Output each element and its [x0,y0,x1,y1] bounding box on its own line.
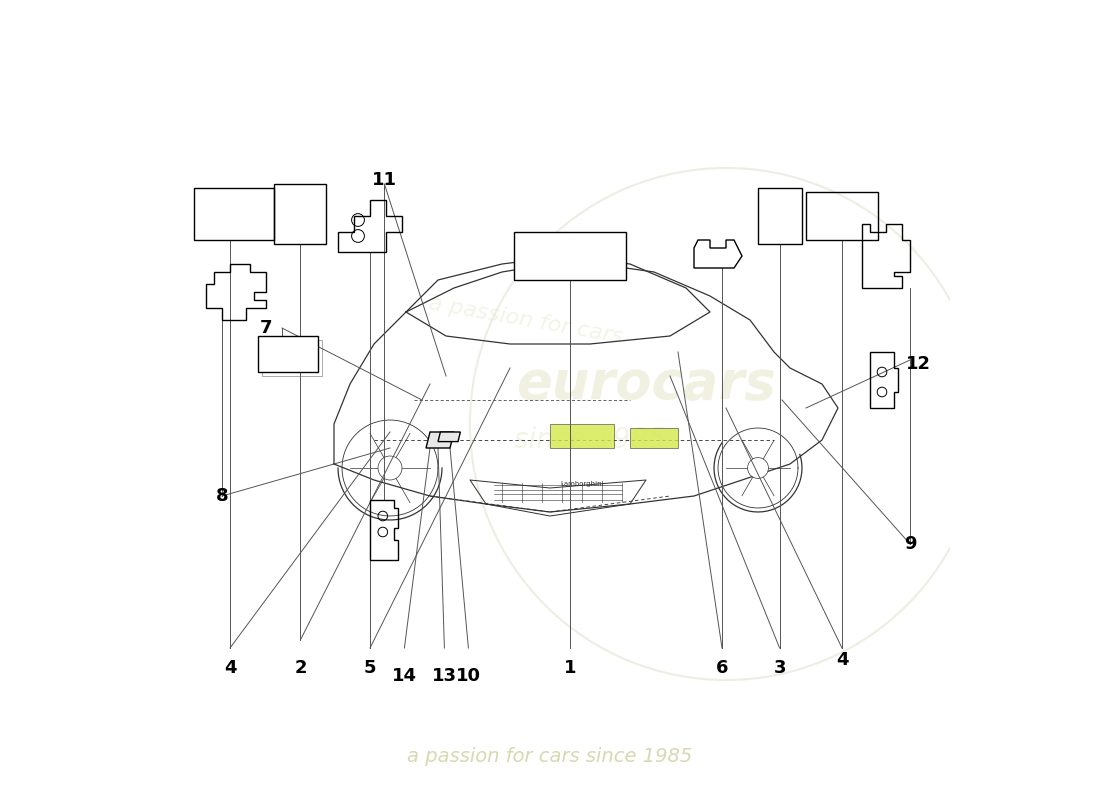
Bar [194,188,274,240]
Text: a passion for cars since 1985: a passion for cars since 1985 [407,746,693,766]
Text: 9: 9 [904,535,916,553]
Bar [758,188,802,244]
Polygon shape [426,432,454,448]
Text: 14: 14 [392,667,417,685]
Text: 4: 4 [223,659,236,677]
Text: 4: 4 [836,651,848,669]
Text: 8: 8 [216,487,229,505]
Text: 12: 12 [905,355,931,373]
Bar [514,232,626,280]
Text: eurocars: eurocars [516,358,776,410]
Text: 5: 5 [364,659,376,677]
Text: 7: 7 [260,319,273,337]
Bar [274,184,326,244]
Bar [630,428,678,448]
Text: 11: 11 [372,171,397,189]
Bar [258,336,318,372]
Text: since 1985: since 1985 [514,426,666,454]
Text: 10: 10 [455,667,481,685]
Text: 1: 1 [563,659,576,677]
Text: 13: 13 [432,667,456,685]
Text: a passion for cars: a passion for cars [427,293,625,347]
Bar [262,340,322,376]
Text: 2: 2 [294,659,307,677]
Text: 3: 3 [773,659,785,677]
Circle shape [378,456,402,480]
Bar [550,424,614,448]
Circle shape [748,458,769,478]
Polygon shape [438,432,461,442]
Bar [806,192,878,240]
Text: Lamborghini: Lamborghini [560,481,604,487]
Text: 6: 6 [716,659,728,677]
